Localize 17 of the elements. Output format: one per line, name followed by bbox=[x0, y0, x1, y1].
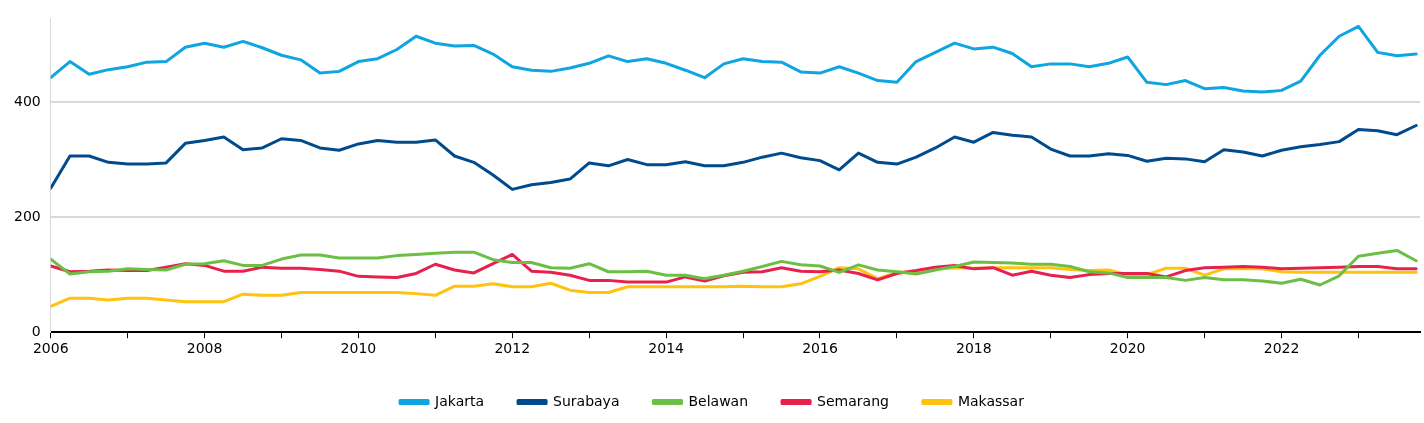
legend-label: Makassar bbox=[957, 392, 1025, 409]
legend-label: Semarang bbox=[817, 392, 889, 409]
x-tick-label: 2022 bbox=[1263, 340, 1300, 357]
x-tick-label: 2006 bbox=[32, 340, 69, 357]
y-tick-label: 400 bbox=[13, 92, 41, 109]
legend-label: Belawan bbox=[688, 392, 749, 409]
y-tick-label: 0 bbox=[31, 322, 41, 339]
x-tick-label: 2018 bbox=[956, 340, 992, 357]
x-tick-label: 2020 bbox=[1109, 340, 1146, 357]
y-tick-label: 200 bbox=[13, 207, 41, 224]
x-tick-label: 2014 bbox=[648, 340, 685, 357]
legend-label: Surabaya bbox=[553, 392, 620, 409]
x-tick-label: 2008 bbox=[186, 340, 223, 357]
x-tick-label: 2016 bbox=[802, 340, 838, 357]
x-tick-label: 2010 bbox=[340, 340, 377, 357]
x-tick-label: 2012 bbox=[494, 340, 531, 357]
legend-label: Jakarta bbox=[434, 392, 485, 409]
